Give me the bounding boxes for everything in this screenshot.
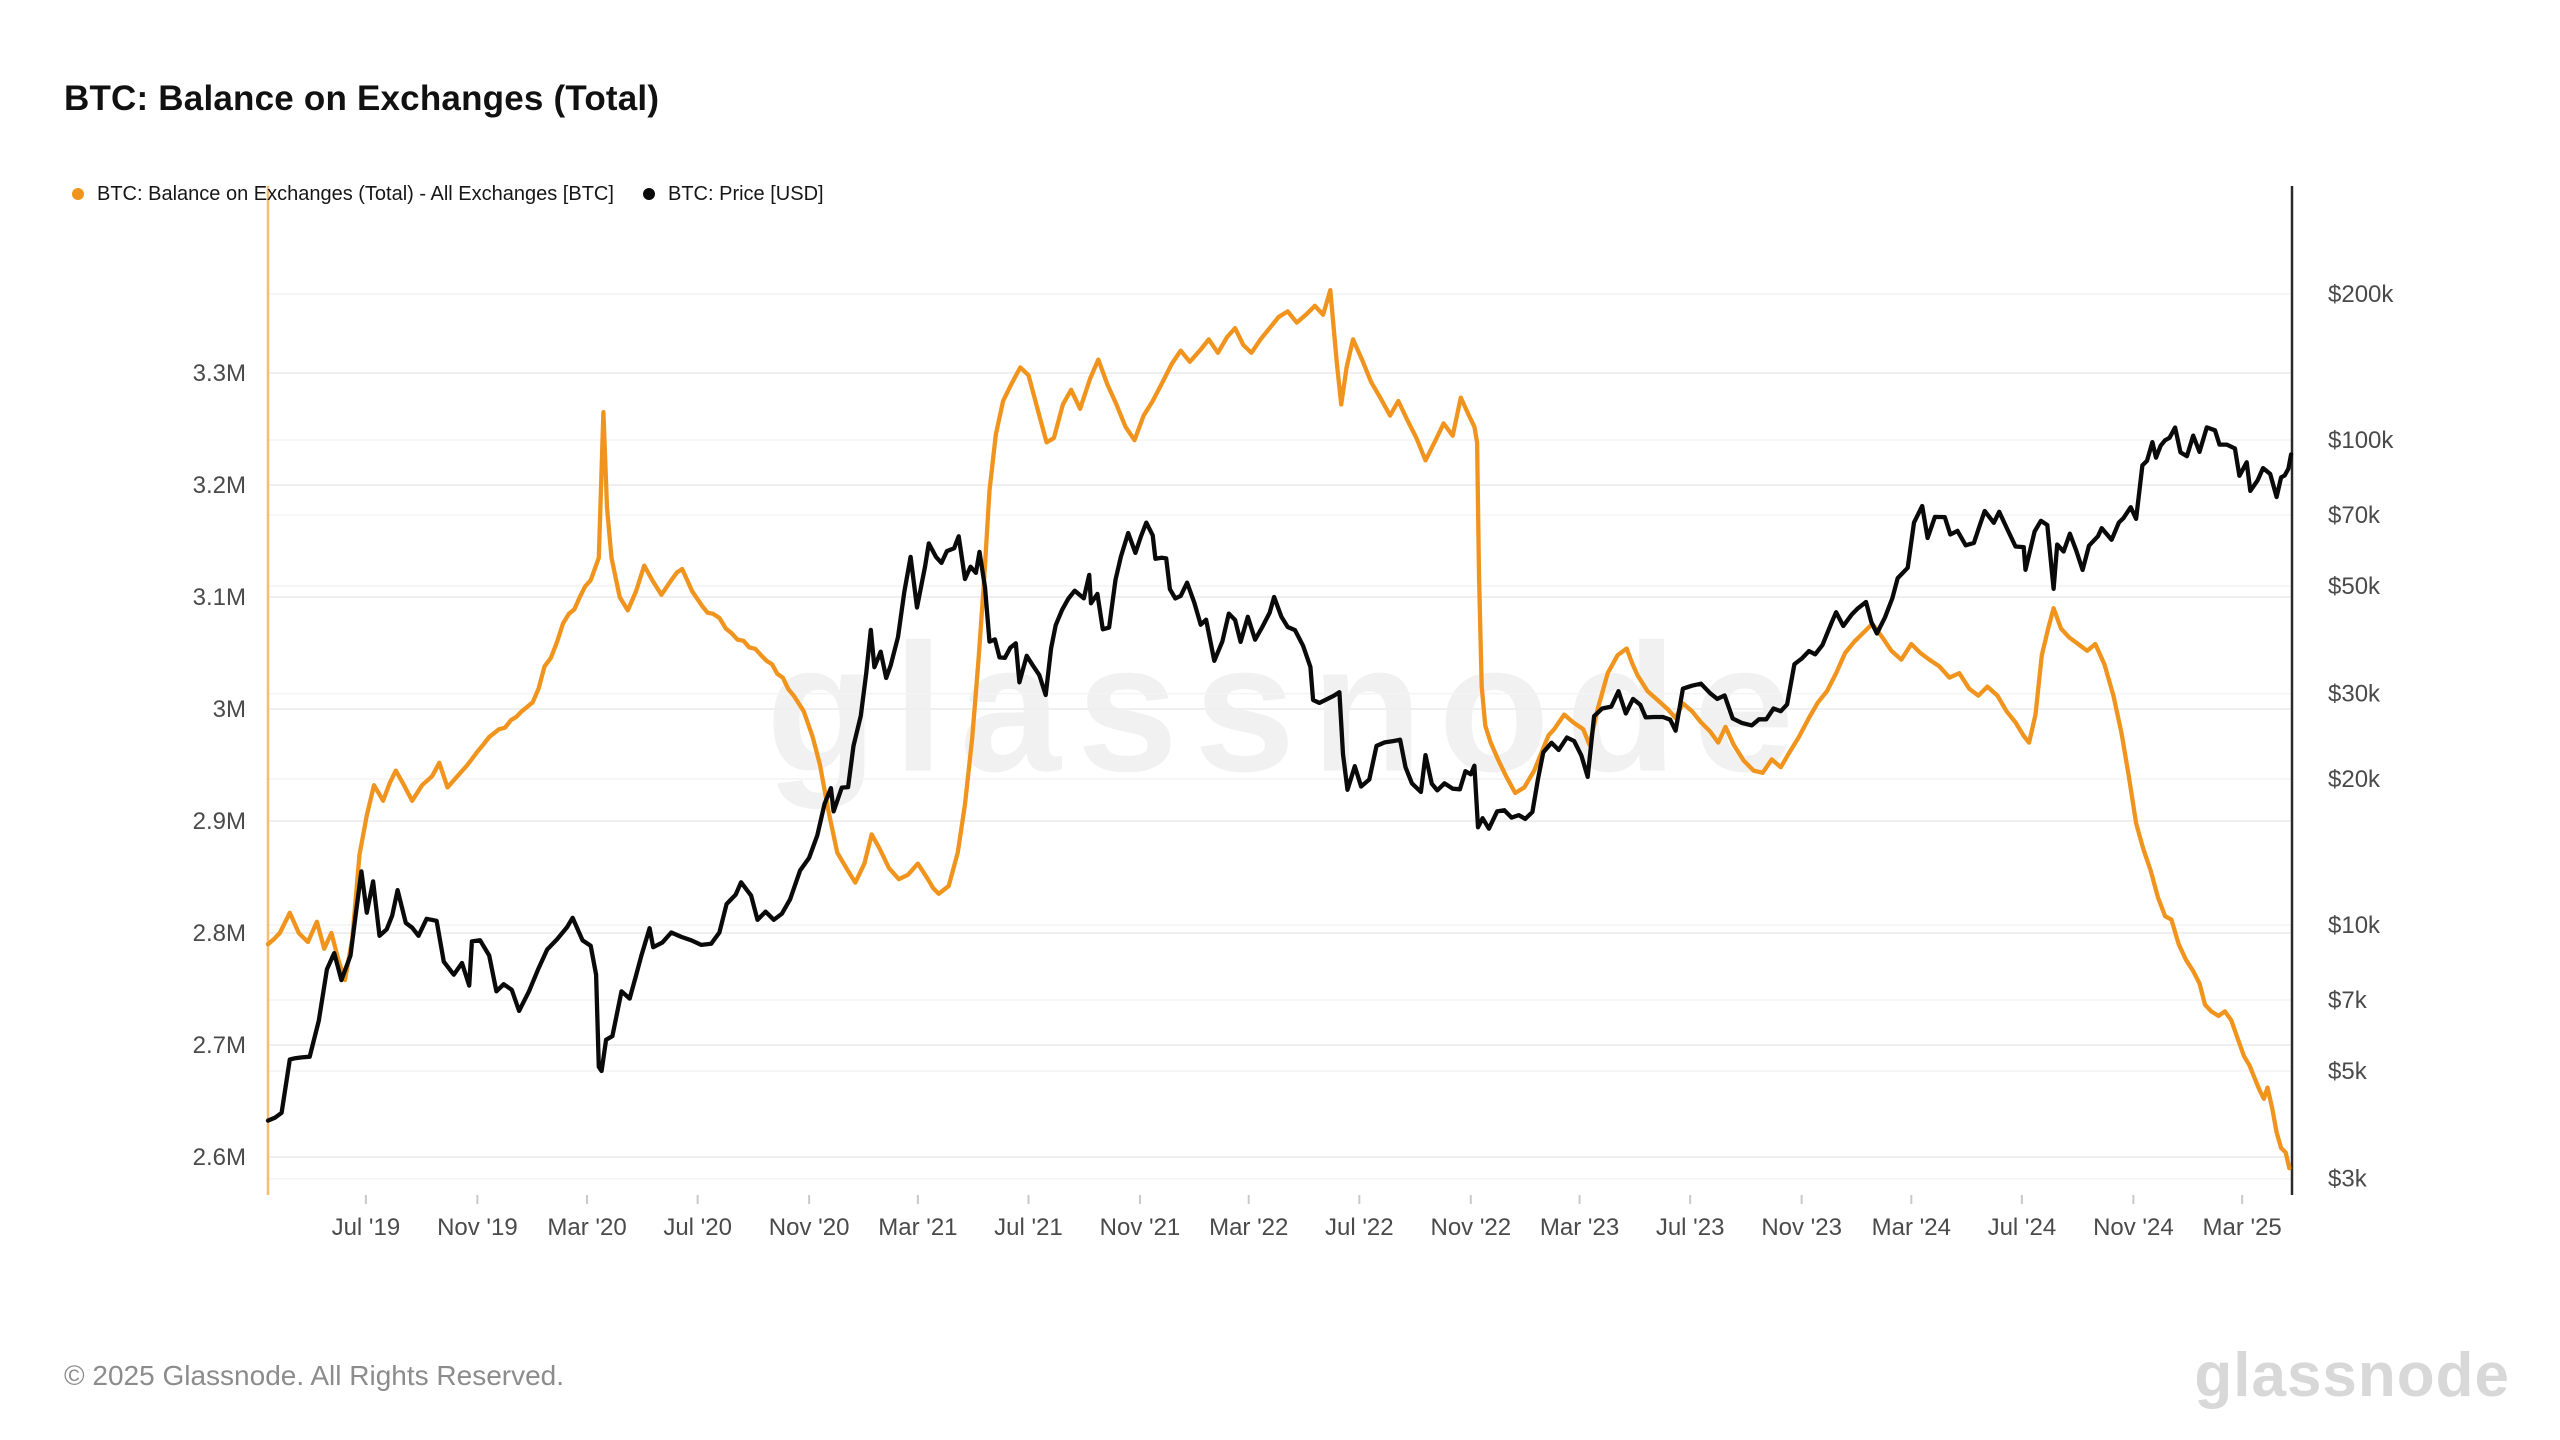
left-axis-tick-label: 2.7M bbox=[193, 1032, 246, 1059]
left-axis-tick-label: 3.3M bbox=[193, 360, 246, 387]
page-title: BTC: Balance on Exchanges (Total) bbox=[64, 79, 660, 119]
right-axis-tick-label: $7k bbox=[2328, 987, 2368, 1014]
x-axis-tick-label: Nov '21 bbox=[1100, 1214, 1181, 1241]
x-axis-tick-label: Mar '20 bbox=[547, 1214, 626, 1241]
right-axis-tick-label: $50k bbox=[2328, 573, 2381, 600]
balance-series-dot-icon bbox=[72, 188, 84, 200]
x-axis-tick-label: Jul '21 bbox=[994, 1214, 1063, 1241]
x-axis-tick-label: Mar '24 bbox=[1872, 1214, 1951, 1241]
right-axis-tick-label: $70k bbox=[2328, 502, 2381, 529]
x-axis-tick-label: Nov '20 bbox=[769, 1214, 850, 1241]
x-axis-tick-label: Nov '19 bbox=[437, 1214, 518, 1241]
right-axis-tick-label: $10k bbox=[2328, 912, 2381, 939]
right-axis-tick-label: $5k bbox=[2328, 1058, 2368, 1085]
x-axis-tick-label: Jul '24 bbox=[1988, 1214, 2057, 1241]
x-axis-tick-label: Jul '23 bbox=[1656, 1214, 1725, 1241]
left-axis-tick-label: 3M bbox=[213, 696, 246, 723]
x-axis-tick-label: Nov '22 bbox=[1430, 1214, 1511, 1241]
x-axis-tick-label: Nov '23 bbox=[1761, 1214, 1842, 1241]
glassnode-logo: glassnode bbox=[2194, 1341, 2510, 1410]
x-axis-tick-label: Mar '22 bbox=[1209, 1214, 1288, 1241]
left-axis-tick-label: 2.8M bbox=[193, 920, 246, 947]
left-axis-tick-label: 3.2M bbox=[193, 472, 246, 499]
legend-item-balance[interactable]: BTC: Balance on Exchanges (Total) - All … bbox=[72, 181, 614, 207]
legend-item-price[interactable]: BTC: Price [USD] bbox=[643, 181, 824, 207]
right-axis-tick-label: $3k bbox=[2328, 1166, 2368, 1193]
balance-series-line[interactable] bbox=[265, 287, 2292, 1171]
right-axis-tick-label: $20k bbox=[2328, 766, 2381, 793]
legend-item-label: BTC: Balance on Exchanges (Total) - All … bbox=[97, 182, 614, 205]
left-axis-tick-label: 2.6M bbox=[193, 1144, 246, 1171]
x-axis-tick-label: Mar '21 bbox=[878, 1214, 957, 1241]
footer-copyright: © 2025 Glassnode. All Rights Reserved. bbox=[64, 1360, 565, 1391]
legend-item-label: BTC: Price [USD] bbox=[668, 182, 824, 205]
right-axis-tick-label: $200k bbox=[2328, 281, 2394, 308]
left-axis-tick-label: 3.1M bbox=[193, 584, 246, 611]
x-axis-tick-label: Nov '24 bbox=[2093, 1214, 2174, 1241]
right-axis-tick-label: $30k bbox=[2328, 681, 2381, 708]
price-series-line[interactable] bbox=[265, 425, 2294, 1123]
x-axis-tick-label: Mar '25 bbox=[2203, 1214, 2282, 1241]
x-axis-tick-label: Jul '20 bbox=[663, 1214, 732, 1241]
x-axis-tick-label: Jul '22 bbox=[1325, 1214, 1394, 1241]
price-series-dot-icon bbox=[643, 188, 655, 200]
right-axis-tick-label: $100k bbox=[2328, 427, 2394, 454]
chart-legend: BTC: Balance on Exchanges (Total) - All … bbox=[0, 181, 2560, 207]
x-axis-tick-label: Jul '19 bbox=[332, 1214, 401, 1241]
x-axis-tick-label: Mar '23 bbox=[1540, 1214, 1619, 1241]
left-axis-tick-label: 2.9M bbox=[193, 808, 246, 835]
